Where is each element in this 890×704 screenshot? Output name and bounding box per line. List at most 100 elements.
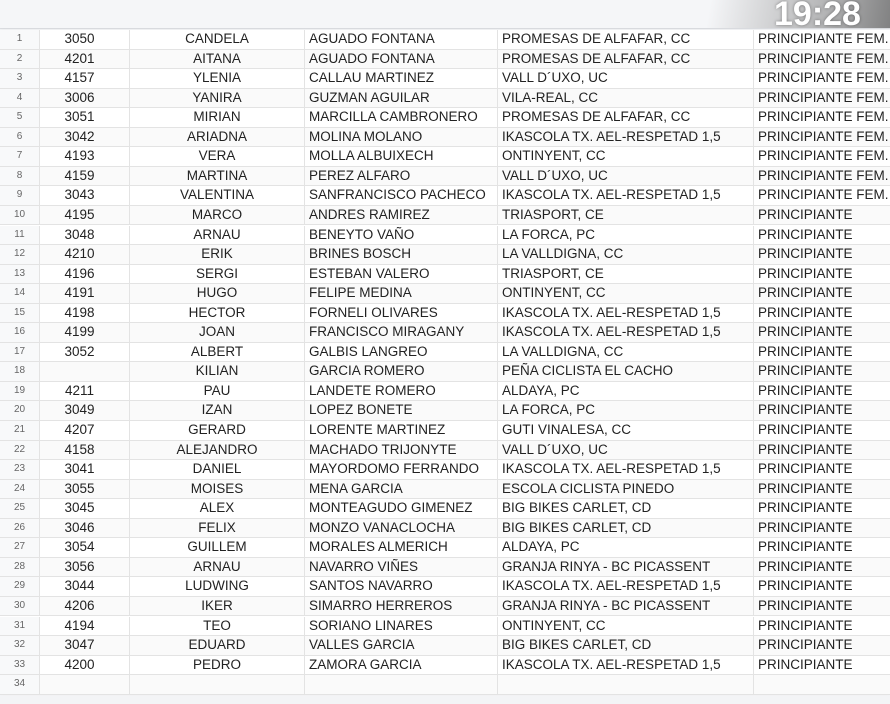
dorsal-cell[interactable]: 4211 xyxy=(40,381,130,401)
dorsal-cell[interactable]: 3047 xyxy=(40,636,130,655)
first-name-cell[interactable]: MOISES xyxy=(130,479,305,499)
dorsal-cell[interactable]: 4196 xyxy=(40,264,130,284)
surname-cell[interactable]: GARCIA ROMERO xyxy=(305,362,498,381)
club-cell[interactable]: ALDAYA, PC xyxy=(498,538,754,557)
first-name-cell[interactable]: HUGO xyxy=(130,284,305,303)
row-number[interactable]: 20 xyxy=(0,401,40,420)
dorsal-cell[interactable]: 4159 xyxy=(40,166,130,186)
dorsal-cell[interactable]: 3049 xyxy=(40,401,130,420)
first-name-cell[interactable]: EDUARD xyxy=(130,636,305,655)
category-cell[interactable]: PRINCIPIANTE xyxy=(758,363,853,379)
row-number[interactable]: 3 xyxy=(0,69,40,88)
club-cell[interactable]: LA VALLDIGNA, CC xyxy=(498,342,754,362)
row-number[interactable]: 22 xyxy=(0,440,40,460)
club-cell[interactable]: IKASCOLA TX. AEL-RESPETAD 1,5 xyxy=(498,577,754,596)
club-cell[interactable]: VALL D´UXO, UC xyxy=(498,440,754,460)
category-cell[interactable]: PRINCIPIANTE FEM. xyxy=(758,148,889,164)
row-number[interactable]: 30 xyxy=(0,596,40,616)
first-name-cell[interactable]: ARNAU xyxy=(130,225,305,245)
row-number[interactable]: 5 xyxy=(0,108,40,127)
surname-cell[interactable]: MONTEAGUDO GIMENEZ xyxy=(305,499,498,518)
club-cell[interactable]: GRANJA RINYA - BC PICASSENT xyxy=(498,557,754,577)
category-cell[interactable]: PRINCIPIANTE xyxy=(758,246,853,262)
category-cell[interactable]: PRINCIPIANTE xyxy=(758,656,853,672)
surname-cell[interactable]: AGUADO FONTANA xyxy=(305,49,498,69)
first-name-cell[interactable]: IZAN xyxy=(130,401,305,420)
surname-cell[interactable]: SANTOS NAVARRO xyxy=(305,577,498,596)
surname-cell[interactable]: MOLLA ALBUIXECH xyxy=(305,147,498,166)
first-name-cell[interactable]: PAU xyxy=(130,381,305,401)
dorsal-cell[interactable]: 4199 xyxy=(40,323,130,342)
dorsal-cell[interactable]: 3006 xyxy=(40,88,130,108)
dorsal-cell[interactable]: 4191 xyxy=(40,284,130,303)
club-cell[interactable]: ESCOLA CICLISTA PINEDO xyxy=(498,479,754,499)
surname-cell[interactable]: LOPEZ BONETE xyxy=(305,401,498,420)
surname-cell[interactable]: MOLINA MOLANO xyxy=(305,127,498,147)
surname-cell[interactable]: LORENTE MARTINEZ xyxy=(305,421,498,440)
row-number[interactable]: 21 xyxy=(0,421,40,440)
first-name-cell[interactable]: TEO xyxy=(130,616,305,636)
surname-cell[interactable]: BENEYTO VAÑO xyxy=(305,225,498,245)
dorsal-cell[interactable]: 4158 xyxy=(40,440,130,460)
club-cell[interactable]: IKASCOLA TX. AEL-RESPETAD 1,5 xyxy=(498,186,754,205)
dorsal-cell[interactable]: 3054 xyxy=(40,538,130,557)
category-cell[interactable]: PRINCIPIANTE FEM. xyxy=(758,167,889,183)
club-cell[interactable]: IKASCOLA TX. AEL-RESPETAD 1,5 xyxy=(498,460,754,479)
category-cell[interactable]: PRINCIPIANTE FEM. xyxy=(758,128,889,144)
first-name-cell[interactable]: SERGI xyxy=(130,264,305,284)
surname-cell[interactable]: CALLAU MARTINEZ xyxy=(305,69,498,88)
club-cell[interactable]: VALL D´UXO, UC xyxy=(498,166,754,186)
club-cell[interactable]: IKASCOLA TX. AEL-RESPETAD 1,5 xyxy=(498,323,754,342)
club-cell[interactable]: LA FORCA, PC xyxy=(498,401,754,420)
club-cell[interactable]: LA FORCA, PC xyxy=(498,225,754,245)
first-name-cell[interactable]: DANIEL xyxy=(130,460,305,479)
category-cell[interactable]: PRINCIPIANTE xyxy=(758,539,853,555)
first-name-cell[interactable]: KILIAN xyxy=(130,362,305,381)
dorsal-cell[interactable]: 3044 xyxy=(40,577,130,596)
club-cell[interactable]: GUTI VINALESA, CC xyxy=(498,421,754,440)
dorsal-cell[interactable]: 4206 xyxy=(40,596,130,616)
category-cell[interactable]: PRINCIPIANTE FEM. xyxy=(758,89,889,105)
surname-cell[interactable]: ANDRES RAMIREZ xyxy=(305,205,498,225)
category-cell[interactable]: PRINCIPIANTE xyxy=(758,500,853,516)
row-number[interactable]: 34 xyxy=(0,675,40,694)
club-cell[interactable]: BIG BIKES CARLET, CD xyxy=(498,499,754,518)
row-number[interactable]: 16 xyxy=(0,323,40,342)
club-cell[interactable]: PROMESAS DE ALFAFAR, CC xyxy=(498,30,754,49)
category-cell[interactable]: PRINCIPIANTE xyxy=(758,402,853,418)
dorsal-cell[interactable]: 4157 xyxy=(40,69,130,88)
category-cell[interactable]: PRINCIPIANTE xyxy=(758,519,853,535)
surname-cell[interactable]: GUZMAN AGUILAR xyxy=(305,88,498,108)
club-cell[interactable]: ALDAYA, PC xyxy=(498,381,754,401)
row-number[interactable]: 24 xyxy=(0,479,40,499)
first-name-cell[interactable]: GERARD xyxy=(130,421,305,440)
first-name-cell[interactable]: MARCO xyxy=(130,205,305,225)
surname-cell[interactable]: MONZO VANACLOCHA xyxy=(305,518,498,538)
category-cell[interactable]: PRINCIPIANTE FEM. xyxy=(758,50,889,66)
category-cell[interactable]: PRINCIPIANTE xyxy=(758,480,853,496)
first-name-cell[interactable]: AITANA xyxy=(130,49,305,69)
first-name-cell[interactable]: ARIADNA xyxy=(130,127,305,147)
surname-cell[interactable]: SIMARRO HERREROS xyxy=(305,596,498,616)
surname-cell[interactable]: FRANCISCO MIRAGANY xyxy=(305,323,498,342)
club-cell[interactable]: VILA-REAL, CC xyxy=(498,88,754,108)
row-number[interactable]: 15 xyxy=(0,303,40,323)
category-cell[interactable]: PRINCIPIANTE xyxy=(758,597,853,613)
category-cell[interactable]: PRINCIPIANTE xyxy=(758,422,853,437)
category-cell[interactable]: PRINCIPIANTE xyxy=(758,285,853,301)
club-cell[interactable]: BIG BIKES CARLET, CD xyxy=(498,636,754,655)
surname-cell[interactable]: MACHADO TRIJONYTE xyxy=(305,440,498,460)
club-cell[interactable]: TRIASPORT, CE xyxy=(498,205,754,225)
first-name-cell[interactable]: FELIX xyxy=(130,518,305,538)
surname-cell[interactable]: ZAMORA GARCIA xyxy=(305,655,498,675)
row-number[interactable]: 12 xyxy=(0,245,40,264)
first-name-cell[interactable]: MARTINA xyxy=(130,166,305,186)
category-cell[interactable]: PRINCIPIANTE FEM. xyxy=(758,109,889,125)
dorsal-cell[interactable]: 3050 xyxy=(40,30,130,49)
category-cell[interactable]: PRINCIPIANTE xyxy=(758,343,853,359)
surname-cell[interactable]: MORALES ALMERICH xyxy=(305,538,498,557)
dorsal-cell[interactable]: 4198 xyxy=(40,303,130,323)
first-name-cell[interactable] xyxy=(130,675,305,694)
surname-cell[interactable]: SANFRANCISCO PACHECO xyxy=(305,186,498,205)
row-number[interactable]: 4 xyxy=(0,88,40,108)
